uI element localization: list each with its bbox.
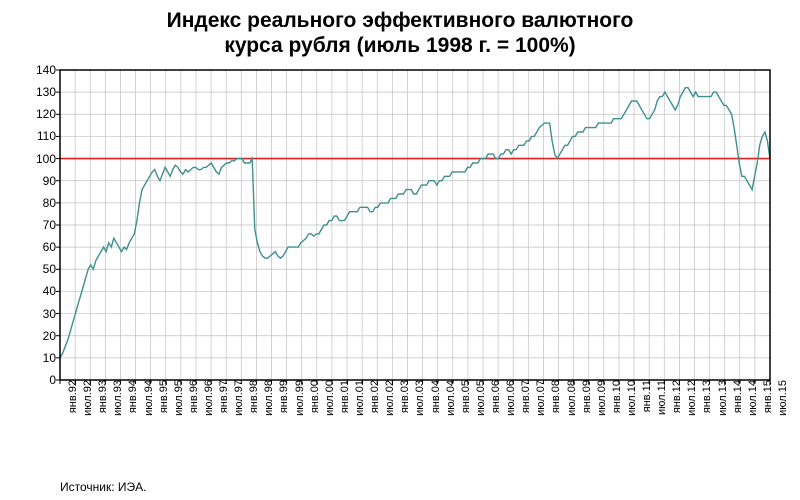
x-tick-label: янв.03 [397,380,411,413]
x-tick-label: июл.04 [443,380,457,416]
x-tick-label: янв.04 [428,380,442,413]
x-tick-label: июл.02 [382,380,396,416]
x-tick-label: янв.15 [760,380,774,413]
x-tick-label: июл.12 [684,380,698,416]
x-tick-label: янв.93 [95,380,109,413]
x-tick-label: янв.14 [730,380,744,413]
x-tick-label: янв.09 [579,380,593,413]
x-tick-label: июл.92 [80,380,94,416]
chart-title: Индекс реального эффективного валютного … [0,0,800,58]
x-tick-label: янв.98 [246,380,260,413]
y-tick-label: 100 [36,152,60,166]
y-tick-label: 90 [43,174,60,188]
x-tick-label: янв.02 [367,380,381,413]
x-tick-label: янв.07 [518,380,532,413]
x-tick-label: июл.95 [171,380,185,416]
y-tick-label: 20 [43,329,60,343]
x-tick-label: янв.10 [609,380,623,413]
x-tick-label: июл.13 [715,380,729,416]
x-tick-label: янв.00 [307,380,321,413]
chart-plot-area: 0102030405060708090100110120130140янв.92… [60,70,770,380]
y-tick-label: 140 [36,63,60,77]
x-tick-label: янв.01 [337,380,351,413]
x-tick-label: июл.05 [473,380,487,416]
series-line [60,88,770,358]
x-tick-label: янв.95 [156,380,170,413]
x-tick-label: янв.96 [186,380,200,413]
x-tick-label: июл.01 [352,380,366,416]
x-tick-label: июл.15 [775,380,789,416]
x-tick-label: июл.08 [564,380,578,416]
y-tick-label: 10 [43,351,60,365]
y-tick-label: 80 [43,196,60,210]
title-line-1: Индекс реального эффективного валютного [167,9,634,32]
y-tick-label: 30 [43,307,60,321]
x-tick-label: янв.11 [639,380,653,412]
x-tick-label: янв.97 [216,380,230,413]
x-tick-label: июл.96 [201,380,215,416]
x-tick-label: июл.00 [322,380,336,416]
x-tick-label: июл.99 [292,380,306,416]
y-tick-label: 60 [43,240,60,254]
x-tick-label: янв.13 [699,380,713,413]
y-tick-label: 130 [36,85,60,99]
x-tick-label: янв.99 [276,380,290,413]
y-tick-label: 110 [37,129,60,143]
x-tick-label: июл.07 [533,380,547,416]
source-label: Источник: ИЭА. [60,480,146,494]
y-tick-label: 40 [43,284,60,298]
x-tick-label: июл.97 [231,380,245,416]
y-tick-label: 0 [49,373,60,387]
y-tick-label: 50 [43,262,60,276]
x-tick-label: июл.03 [412,380,426,416]
title-line-2: курса рубля (июль 1998 г. = 100%) [224,34,575,57]
x-tick-label: июл.11 [654,380,668,415]
x-tick-label: янв.05 [458,380,472,413]
x-tick-label: июл.10 [624,380,638,416]
x-tick-label: июл.14 [745,380,759,416]
y-tick-label: 120 [36,107,60,121]
x-tick-label: июл.98 [261,380,275,416]
x-tick-label: янв.06 [488,380,502,413]
x-tick-label: июл.09 [594,380,608,416]
x-tick-label: янв.12 [669,380,683,413]
x-tick-label: июл.94 [141,380,155,416]
x-tick-label: июл.06 [503,380,517,416]
y-tick-label: 70 [43,218,60,232]
x-tick-label: янв.94 [125,380,139,413]
x-tick-label: янв.92 [65,380,79,413]
x-tick-label: янв.08 [548,380,562,413]
chart-svg [60,70,770,380]
x-tick-label: июл.93 [110,380,124,416]
